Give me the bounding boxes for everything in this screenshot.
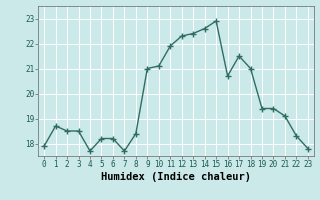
X-axis label: Humidex (Indice chaleur): Humidex (Indice chaleur) bbox=[101, 172, 251, 182]
